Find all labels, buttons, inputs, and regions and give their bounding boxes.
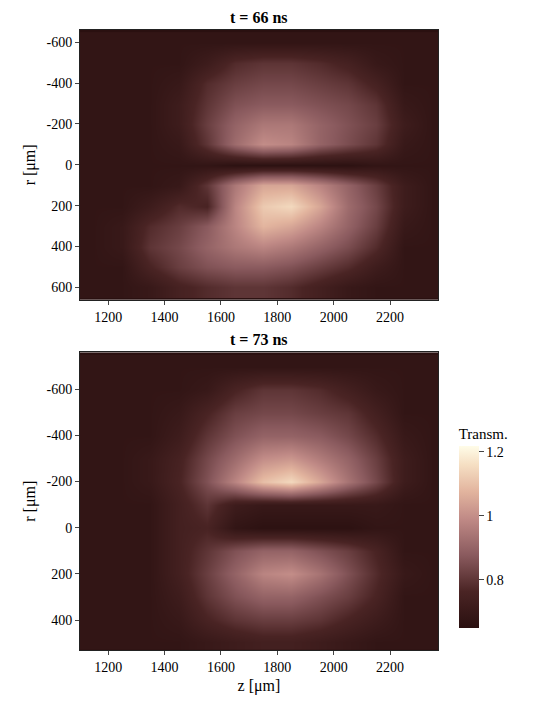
svg-text:400: 400 bbox=[51, 239, 72, 254]
svg-text:-600: -600 bbox=[47, 35, 73, 50]
svg-text:1600: 1600 bbox=[207, 660, 235, 675]
svg-text:600: 600 bbox=[51, 280, 72, 295]
svg-text:200: 200 bbox=[51, 199, 72, 214]
svg-text:0.8: 0.8 bbox=[486, 573, 504, 588]
svg-text:1600: 1600 bbox=[207, 310, 235, 325]
svg-text:-400: -400 bbox=[47, 428, 73, 443]
svg-text:1: 1 bbox=[486, 509, 493, 524]
svg-text:200: 200 bbox=[51, 567, 72, 582]
svg-text:r [μm]: r [μm] bbox=[21, 481, 39, 522]
svg-text:1400: 1400 bbox=[151, 660, 179, 675]
svg-text:1200: 1200 bbox=[94, 310, 122, 325]
svg-text:1200: 1200 bbox=[94, 660, 122, 675]
svg-text:2000: 2000 bbox=[320, 660, 348, 675]
svg-text:1800: 1800 bbox=[263, 660, 291, 675]
svg-text:1800: 1800 bbox=[263, 310, 291, 325]
svg-text:2200: 2200 bbox=[376, 660, 404, 675]
svg-text:1400: 1400 bbox=[151, 310, 179, 325]
svg-text:-400: -400 bbox=[47, 76, 73, 91]
svg-text:0: 0 bbox=[65, 521, 72, 536]
svg-text:-200: -200 bbox=[47, 474, 73, 489]
svg-text:400: 400 bbox=[51, 613, 72, 628]
svg-text:t = 66 ns: t = 66 ns bbox=[230, 9, 288, 26]
svg-text:0: 0 bbox=[65, 158, 72, 173]
svg-text:Transm.: Transm. bbox=[459, 426, 508, 442]
svg-text:-200: -200 bbox=[47, 117, 73, 132]
svg-text:z [μm]: z [μm] bbox=[238, 677, 281, 695]
svg-text:r [μm]: r [μm] bbox=[21, 144, 39, 185]
svg-text:1.2: 1.2 bbox=[486, 445, 504, 460]
svg-text:-600: -600 bbox=[47, 382, 73, 397]
svg-text:2200: 2200 bbox=[376, 310, 404, 325]
svg-text:2000: 2000 bbox=[320, 310, 348, 325]
svg-text:t = 73 ns: t = 73 ns bbox=[230, 331, 288, 348]
